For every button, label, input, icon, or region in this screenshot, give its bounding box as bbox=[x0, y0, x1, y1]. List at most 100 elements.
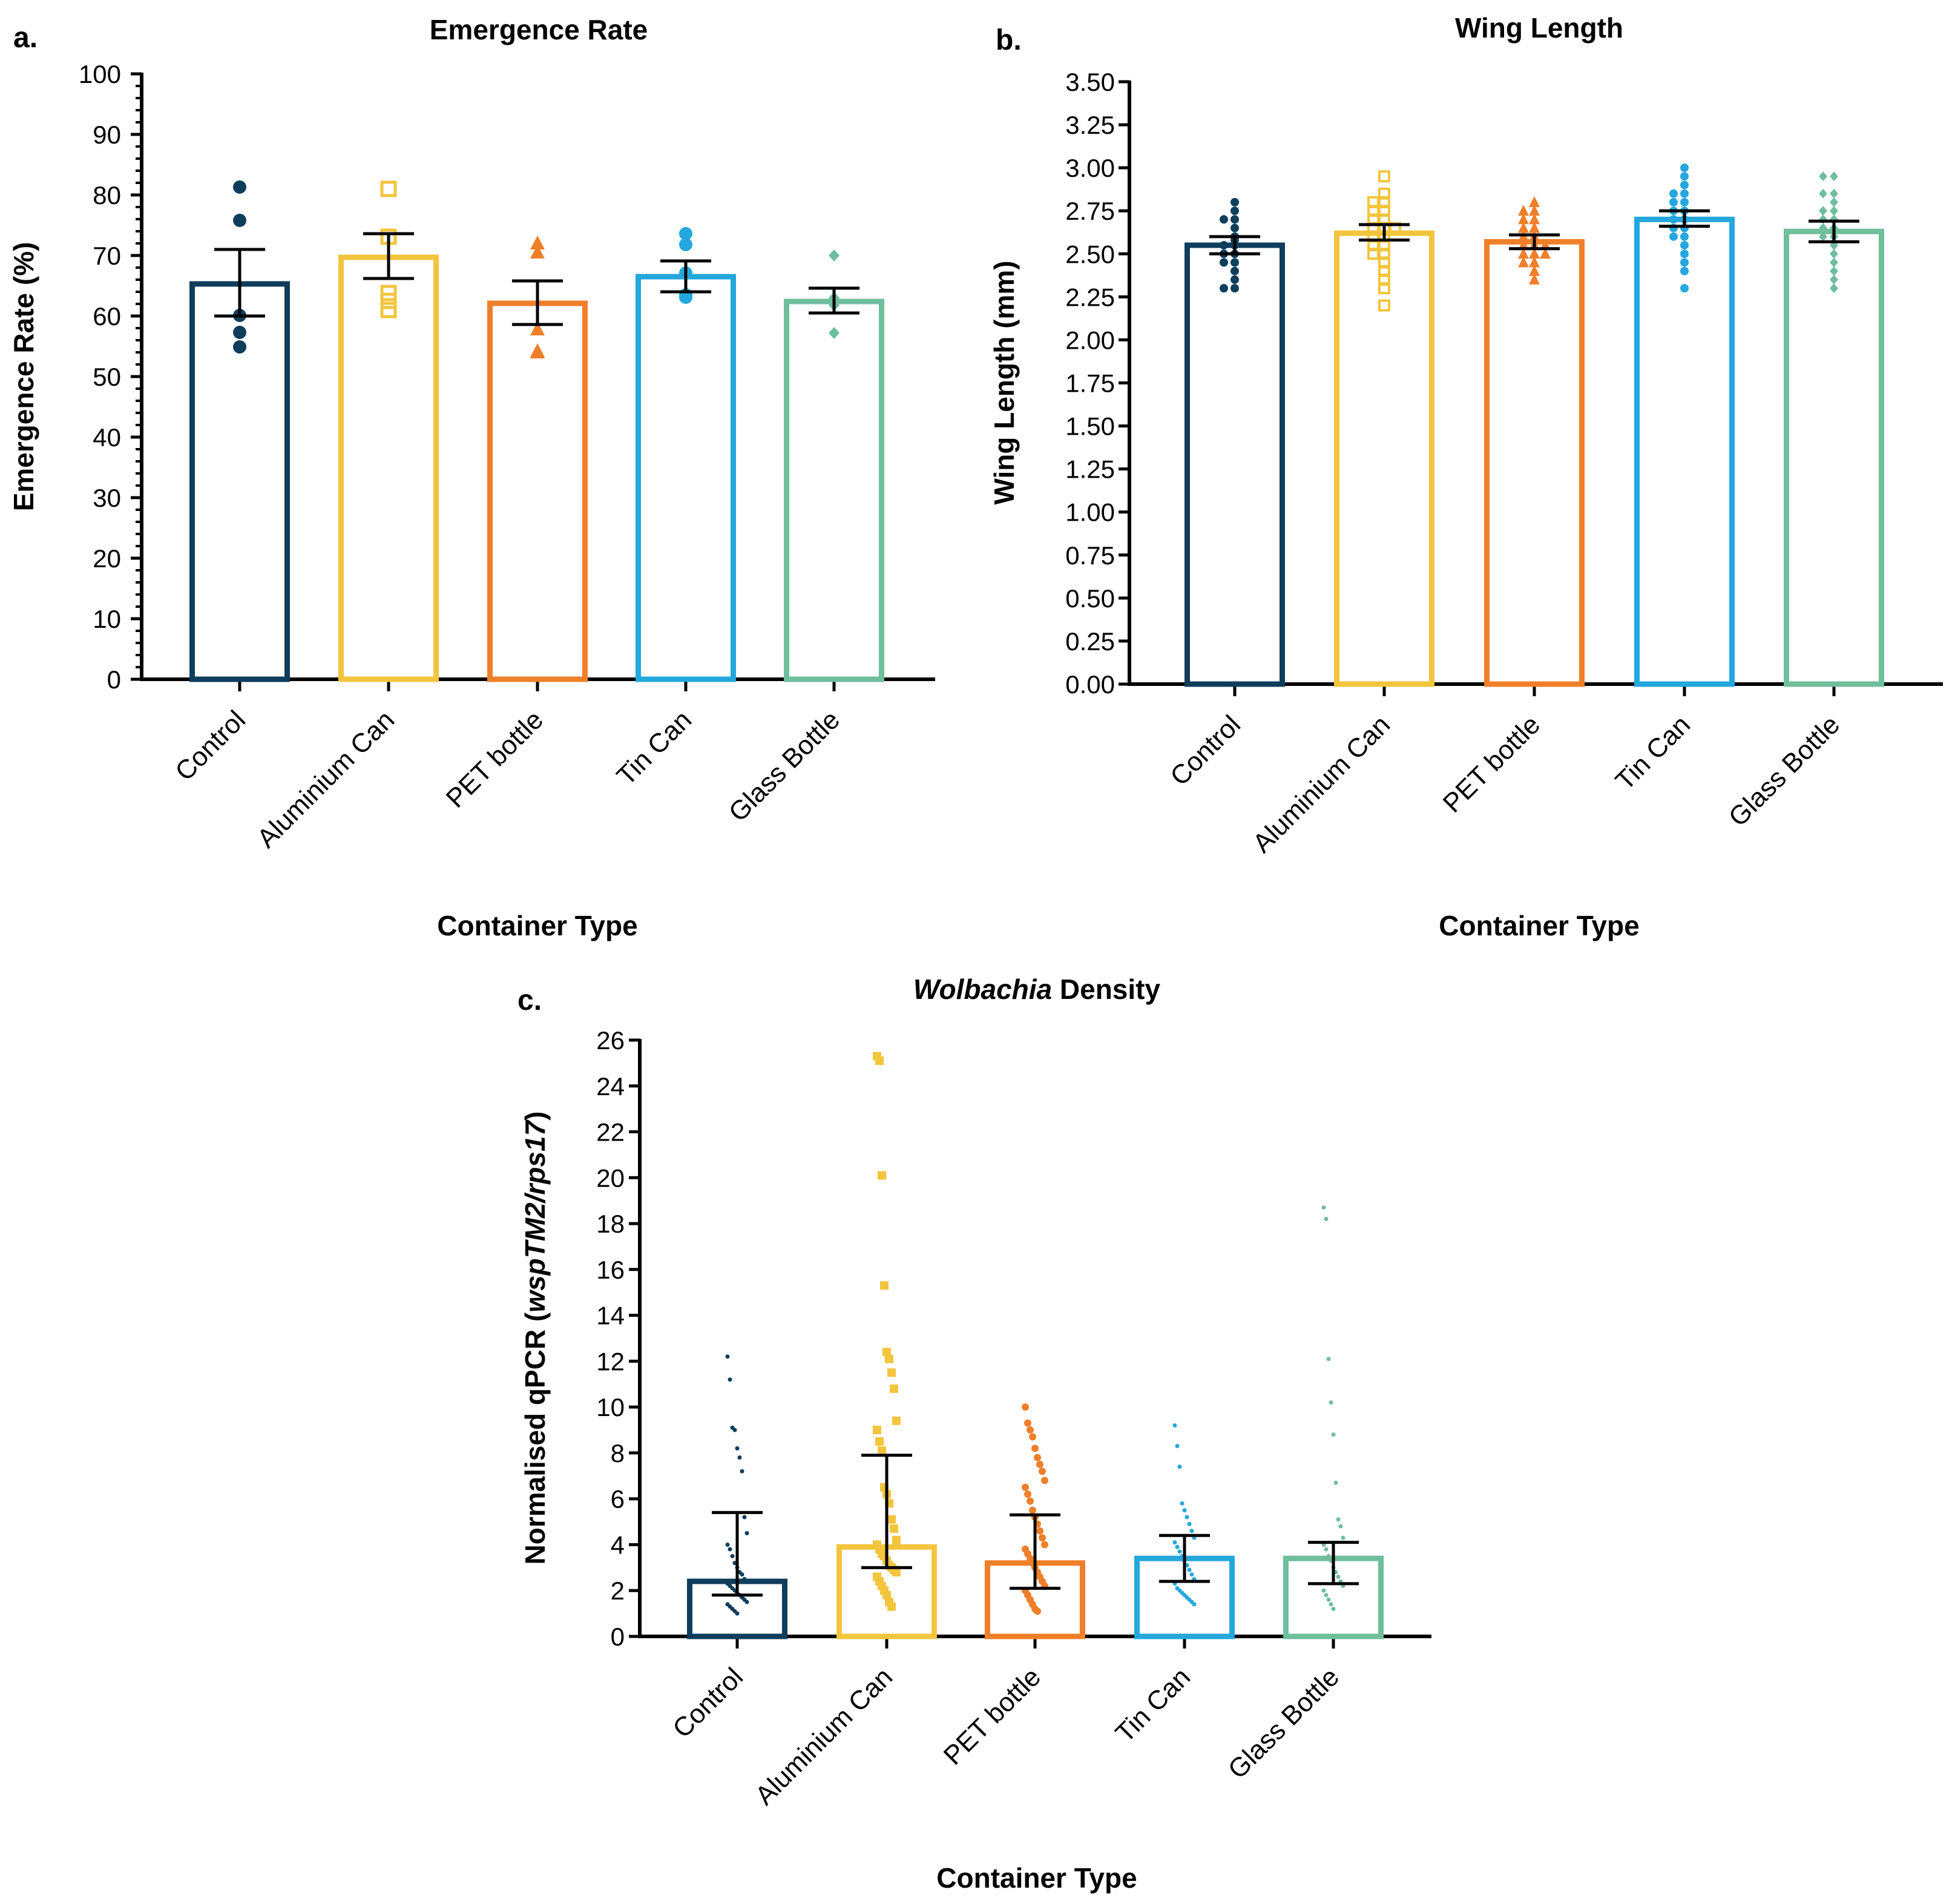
y-tick-label: 0 bbox=[611, 1622, 625, 1651]
data-point bbox=[530, 236, 545, 249]
data-point bbox=[233, 326, 246, 339]
x-tick-label: Aluminium Can bbox=[251, 705, 400, 854]
data-point bbox=[1022, 1483, 1029, 1491]
y-axis-label-italic: wspTM2/rps17 bbox=[519, 1119, 551, 1312]
x-axis-label: Container Type bbox=[1439, 910, 1639, 941]
data-point bbox=[1669, 189, 1678, 198]
data-point bbox=[1321, 1588, 1326, 1593]
data-point bbox=[1529, 256, 1540, 268]
y-tick-label: 4 bbox=[611, 1530, 625, 1559]
data-point bbox=[1177, 1464, 1182, 1469]
data-point bbox=[1230, 198, 1239, 206]
y-axis-label: Normalised qPCR (wspTM2/rps17) bbox=[519, 1112, 551, 1565]
x-tick-label: Glass Bottle bbox=[1223, 1662, 1345, 1784]
panel-1: a. Emergence Rate Emergence Rate (%) Contai… bbox=[8, 14, 935, 941]
y-tick-label: 22 bbox=[596, 1118, 625, 1147]
data-point bbox=[1024, 1491, 1031, 1498]
y-tick-label: 30 bbox=[93, 484, 121, 512]
data-point bbox=[737, 1455, 742, 1460]
data-point bbox=[1378, 170, 1390, 183]
y-tick-label: 26 bbox=[596, 1026, 625, 1055]
y-tick-label: 2.75 bbox=[1065, 197, 1115, 225]
data-point bbox=[1321, 1205, 1326, 1210]
y-tick-label: 0 bbox=[107, 665, 121, 694]
data-point bbox=[730, 1553, 735, 1558]
data-point bbox=[740, 1469, 744, 1474]
data-point bbox=[1680, 172, 1689, 181]
x-tick-label: Tin Can bbox=[1110, 1662, 1196, 1748]
data-point bbox=[530, 321, 545, 335]
y-tick-label: 0.50 bbox=[1065, 584, 1115, 613]
data-point bbox=[725, 1354, 730, 1359]
data-point bbox=[1027, 1426, 1034, 1434]
data-point bbox=[892, 1567, 901, 1576]
data-point bbox=[1830, 206, 1838, 216]
data-point bbox=[1189, 1572, 1194, 1577]
data-point bbox=[1540, 248, 1551, 259]
data-point bbox=[829, 249, 840, 262]
y-tick-label: 2.25 bbox=[1065, 283, 1115, 311]
data-point bbox=[1184, 1515, 1189, 1520]
data-point bbox=[1029, 1433, 1036, 1441]
data-point bbox=[1680, 163, 1689, 173]
y-tick-label: 20 bbox=[596, 1164, 625, 1192]
data-point bbox=[233, 214, 246, 227]
y-tick-label: 0.00 bbox=[1065, 670, 1115, 699]
data-point bbox=[1175, 1544, 1180, 1549]
data-point bbox=[233, 180, 246, 194]
data-point bbox=[875, 1437, 884, 1446]
data-point bbox=[735, 1611, 740, 1616]
data-point bbox=[744, 1531, 749, 1536]
x-tick-label: Control bbox=[667, 1662, 749, 1744]
data-point bbox=[1669, 215, 1678, 224]
data-point bbox=[728, 1377, 732, 1382]
data-point bbox=[1326, 1597, 1331, 1602]
data-point bbox=[1187, 1567, 1192, 1572]
data-point bbox=[1220, 284, 1228, 293]
data-point bbox=[380, 292, 397, 309]
data-point bbox=[1039, 1534, 1046, 1542]
data-point bbox=[1819, 188, 1827, 199]
data-point bbox=[882, 1590, 891, 1599]
data-point bbox=[1680, 284, 1689, 293]
data-point bbox=[1230, 258, 1239, 267]
x-axis-label: Container Type bbox=[437, 910, 637, 941]
data-point bbox=[887, 1602, 896, 1611]
data-point bbox=[1027, 1497, 1034, 1505]
data-point bbox=[1518, 256, 1529, 268]
x-tick-label: Aluminium Can bbox=[1247, 710, 1396, 858]
data-point bbox=[1529, 205, 1540, 216]
bar-glass-bottle bbox=[784, 298, 884, 682]
data-point bbox=[875, 1056, 884, 1066]
panel-3: c. Wolbachia Density Normalised qPCR (wspT… bbox=[518, 973, 1431, 1894]
panel-label: b. bbox=[996, 24, 1022, 56]
y-tick-label: 3.25 bbox=[1065, 111, 1115, 139]
data-point bbox=[1680, 232, 1689, 241]
data-point bbox=[1230, 206, 1239, 216]
y-tick-label: 20 bbox=[93, 544, 121, 573]
bar-glass-bottle bbox=[1784, 228, 1884, 687]
data-point bbox=[1034, 1607, 1041, 1615]
y-tick-label: 10 bbox=[93, 605, 121, 633]
data-point bbox=[1680, 241, 1689, 250]
panel-label: c. bbox=[518, 984, 542, 1016]
x-axis-label: Container Type bbox=[936, 1862, 1137, 1894]
data-point bbox=[873, 1426, 881, 1435]
y-tick-label: 10 bbox=[596, 1393, 625, 1421]
data-point bbox=[1819, 171, 1827, 182]
data-point bbox=[1338, 1524, 1343, 1529]
data-point bbox=[1177, 1549, 1182, 1554]
bar-control bbox=[1184, 242, 1285, 687]
chart-title: Wolbachia Density bbox=[913, 973, 1161, 1005]
data-point bbox=[1336, 1517, 1341, 1522]
data-point bbox=[1326, 1553, 1331, 1558]
data-point bbox=[1182, 1508, 1187, 1513]
data-point bbox=[1220, 258, 1228, 267]
y-tick-label: 0.25 bbox=[1065, 627, 1115, 656]
data-point bbox=[1819, 206, 1827, 216]
data-point bbox=[1192, 1602, 1197, 1607]
data-point bbox=[1529, 248, 1540, 259]
data-point bbox=[233, 340, 246, 354]
data-point bbox=[1324, 1217, 1329, 1221]
data-point bbox=[887, 1515, 896, 1524]
